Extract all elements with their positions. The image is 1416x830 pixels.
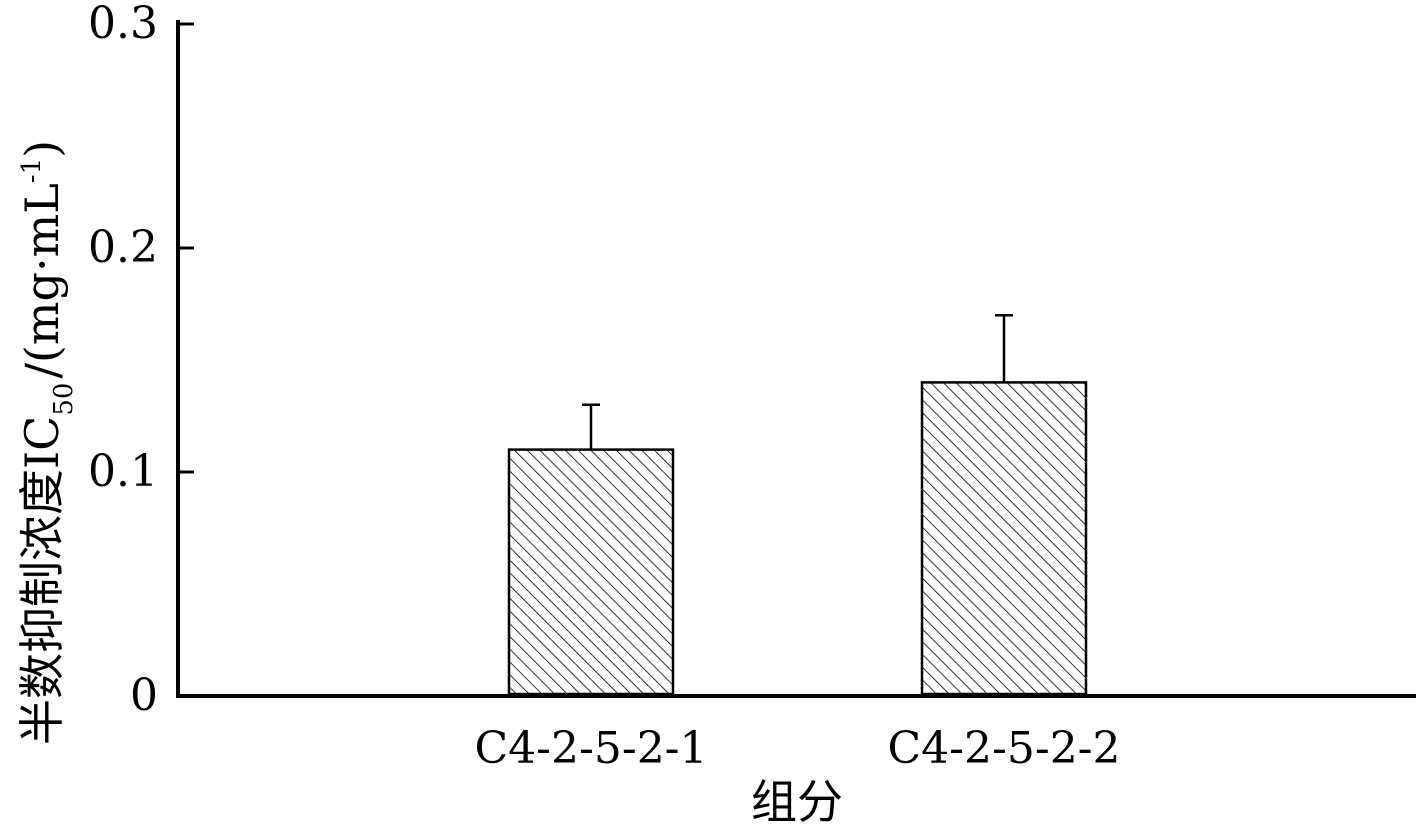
x-tick-label: C4-2-5-2-2 — [887, 723, 1120, 774]
bar — [507, 448, 675, 696]
x-axis-title: 组分 — [751, 775, 843, 829]
y-axis-title-close: ) — [15, 140, 69, 158]
y-axis-title-unit: /(mg·mL — [15, 183, 69, 378]
y-tick-label: 0.3 — [88, 0, 158, 49]
y-axis-title: 半数抑制浓度IC50 /(mg·mL-1) — [15, 140, 79, 745]
y-axis-title-subscript: 50 — [49, 383, 79, 416]
y-tick-label: 0 — [130, 670, 158, 721]
y-axis-title-main: 半数抑制浓度IC — [15, 416, 69, 745]
x-ticks: C4-2-5-2-1 C4-2-5-2-2 — [474, 723, 1120, 774]
y-tick-label: 0.2 — [88, 222, 158, 273]
y-ticks: 0 0.1 0.2 0.3 — [88, 0, 194, 721]
y-tick-label: 0.1 — [88, 446, 158, 497]
x-tick-label: C4-2-5-2-1 — [474, 723, 707, 774]
axes — [176, 20, 1416, 698]
y-axis-title-superscript: -1 — [17, 158, 47, 183]
bars — [507, 313, 1088, 696]
bar — [920, 381, 1088, 696]
